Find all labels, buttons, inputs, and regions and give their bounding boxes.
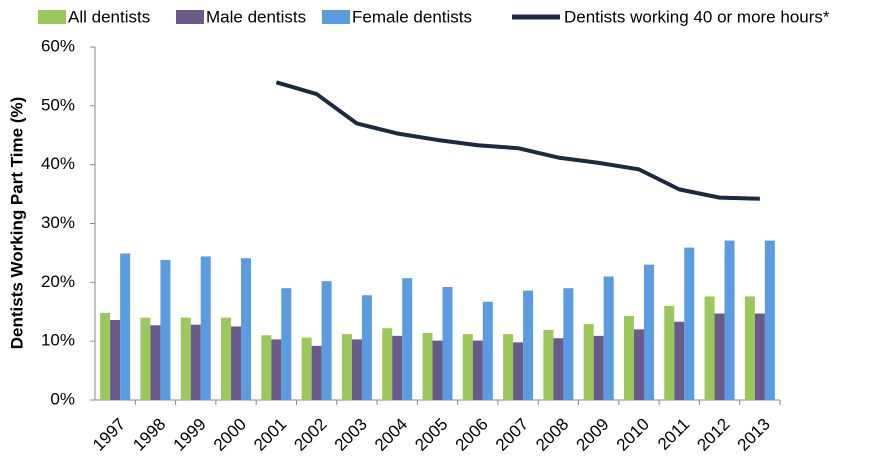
bar xyxy=(311,345,322,400)
bar xyxy=(684,247,695,400)
x-tick-label: 1999 xyxy=(170,415,210,455)
bar xyxy=(180,317,191,400)
bar xyxy=(623,315,634,400)
bar xyxy=(301,337,312,400)
legend-swatch xyxy=(38,10,66,24)
bar xyxy=(643,264,654,400)
bar xyxy=(221,317,232,400)
bar xyxy=(241,258,252,400)
x-tick-label: 2004 xyxy=(371,415,411,455)
legend-label: Female dentists xyxy=(352,7,472,26)
bar xyxy=(724,240,735,400)
y-tick-label: 40% xyxy=(41,154,75,173)
bar xyxy=(190,324,201,400)
bar xyxy=(503,334,514,400)
legend-label: All dentists xyxy=(68,7,150,26)
bar xyxy=(432,340,443,400)
bar xyxy=(523,290,534,400)
x-tick-label: 2011 xyxy=(654,415,693,454)
x-tick-label: 2013 xyxy=(734,415,774,455)
bar xyxy=(392,335,403,400)
bar xyxy=(120,253,131,400)
y-tick-label: 60% xyxy=(41,36,75,55)
x-tick-label: 2005 xyxy=(411,415,451,455)
bar xyxy=(351,339,362,400)
bar xyxy=(100,312,111,400)
bar xyxy=(754,313,765,400)
bar xyxy=(321,281,332,400)
x-tick-label: 2001 xyxy=(250,415,290,455)
y-tick-label: 10% xyxy=(41,331,75,350)
x-tick-label: 2008 xyxy=(532,415,572,455)
x-tick-label: 2007 xyxy=(492,415,532,455)
bar xyxy=(744,296,755,400)
x-tick-label: 2009 xyxy=(572,415,612,455)
bar xyxy=(563,288,574,400)
line xyxy=(275,80,760,201)
bar xyxy=(200,256,211,400)
bar xyxy=(714,313,725,400)
bar xyxy=(764,240,775,400)
bar xyxy=(231,326,242,400)
legend-label: Dentists working 40 or more hours* xyxy=(564,7,830,26)
bar xyxy=(482,301,493,400)
bar xyxy=(442,287,453,400)
x-tick-label: 2010 xyxy=(613,415,653,455)
y-axis-title: Dentists Working Part Time (%) xyxy=(7,97,26,350)
x-tick-label: 2002 xyxy=(290,415,330,455)
bar xyxy=(361,295,372,400)
bar xyxy=(281,288,292,400)
y-tick-label: 30% xyxy=(41,213,75,232)
x-tick-label: 2000 xyxy=(210,415,250,455)
bar xyxy=(150,325,161,400)
x-tick-label: 1997 xyxy=(89,415,129,455)
bar xyxy=(160,259,171,400)
bar xyxy=(553,338,564,400)
bar xyxy=(341,334,352,400)
x-tick-label: 2003 xyxy=(331,415,371,455)
bar xyxy=(664,305,675,400)
bar xyxy=(513,342,524,400)
y-tick-label: 0% xyxy=(50,389,75,408)
bar xyxy=(593,335,604,400)
bar xyxy=(674,321,685,400)
bar xyxy=(140,317,151,400)
bar xyxy=(462,334,473,400)
bar xyxy=(583,324,594,400)
x-tick-label: 1998 xyxy=(129,415,169,455)
bar xyxy=(543,329,554,400)
bar xyxy=(633,329,644,400)
bar xyxy=(472,340,483,400)
legend-swatch xyxy=(176,10,204,24)
legend-swatch xyxy=(322,10,350,24)
bar xyxy=(402,278,413,400)
y-tick-label: 50% xyxy=(41,95,75,114)
bar xyxy=(382,328,393,400)
bar xyxy=(704,296,715,400)
bar xyxy=(603,276,614,400)
legend-label: Male dentists xyxy=(206,7,306,26)
x-tick-label: 2006 xyxy=(452,415,492,455)
bar xyxy=(110,319,121,400)
bar xyxy=(271,339,282,400)
x-tick-label: 2012 xyxy=(693,415,733,455)
y-tick-label: 20% xyxy=(41,272,75,291)
bar xyxy=(422,332,433,400)
bar xyxy=(261,335,272,400)
